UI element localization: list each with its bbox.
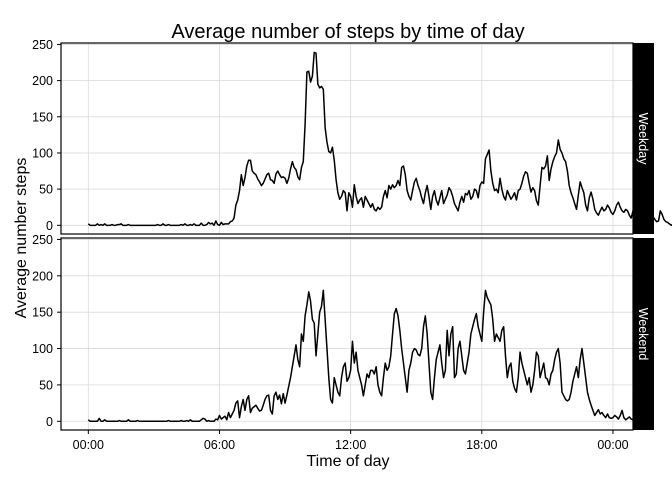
x-tick-label: 00:00 <box>73 438 104 452</box>
series-line-weekend <box>87 289 649 423</box>
panel-weekday: 0 50 100 150 200 250 Weekday <box>32 38 672 235</box>
y-tick-label: 200 <box>32 74 53 88</box>
y-tick-label: 150 <box>32 110 53 124</box>
y-tick-label: 200 <box>32 269 53 283</box>
y-axis-title: Average number steps <box>13 158 30 319</box>
facet-label-weekend: Weekend <box>636 308 650 361</box>
facet-label-weekday: Weekday <box>636 113 650 166</box>
x-axis: 00:00 06:00 12:00 18:00 00:00 <box>73 430 629 452</box>
y-tick-label: 150 <box>32 306 53 320</box>
y-tick-label: 250 <box>32 233 53 247</box>
x-axis-title: Time of day <box>307 453 390 470</box>
x-tick-label: 06:00 <box>204 438 235 452</box>
facet-strip <box>633 238 654 430</box>
panel-background <box>61 238 633 430</box>
panel-weekend: 0 50 100 150 200 250 Weekend <box>32 233 654 431</box>
series-line-weekday <box>87 51 672 227</box>
x-tick-label: 12:00 <box>335 438 366 452</box>
facet-strip <box>633 43 654 234</box>
x-tick-label: 18:00 <box>466 438 497 452</box>
y-tick-label: 100 <box>32 146 53 160</box>
y-tick-label: 100 <box>32 342 53 356</box>
chart-title: Average number of steps by time of day <box>171 21 524 43</box>
facet-panels: 0 50 100 150 200 250 Weekday 0 50 100 150 200 250 Wee… <box>32 38 672 431</box>
y-tick-label: 0 <box>46 415 53 429</box>
y-tick-label: 50 <box>39 183 53 197</box>
y-tick-label: 0 <box>46 219 53 233</box>
y-tick-label: 50 <box>39 378 53 392</box>
x-tick-label: 00:00 <box>597 438 628 452</box>
y-tick-label: 250 <box>32 38 53 52</box>
